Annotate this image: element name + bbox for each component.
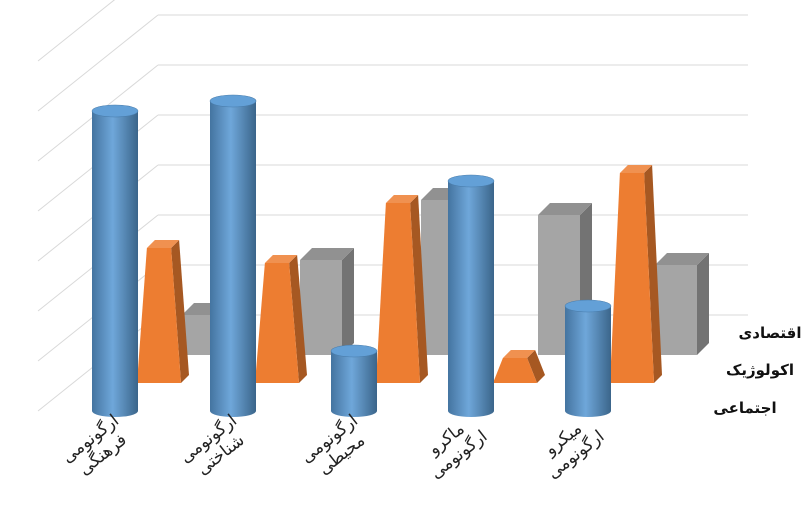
bar-cylinder-1-4: [447, 174, 495, 417]
series-labels: اجتماعی اکولوژیک اقتصادی: [713, 324, 801, 417]
bar-pyramid-2-2: [255, 255, 307, 383]
category-label: میکروارگونومی: [531, 411, 608, 484]
bar-pyramid-2-5: [610, 165, 662, 383]
bar-cylinder-1-1: [91, 104, 139, 417]
bar-box-3-2: [300, 248, 354, 355]
category-label: ارگونومیمحیطی: [297, 410, 375, 483]
category-label: ارگونومیشناختی: [176, 410, 254, 483]
category-labels: ارگونومیفرهنگی ارگونومیشناختی ارگونومیمحیط…: [58, 410, 609, 483]
series-label: اقتصادی: [739, 324, 802, 342]
bar-pyramid-2-3: [376, 195, 428, 383]
series-label: اجتماعی: [713, 399, 776, 417]
category-label: ارگونومیفرهنگی: [58, 410, 136, 483]
bar-pyramid-2-1: [137, 240, 189, 383]
gridline-side: [37, 0, 116, 62]
bar-cylinder-1-2: [209, 94, 257, 417]
bar-pyramid-2-4: [493, 350, 545, 383]
bar-cylinder-1-3: [330, 344, 378, 417]
bar-cylinder-1-5: [564, 299, 612, 417]
category-label: ماکروارگونومی: [414, 411, 491, 484]
bar-box-3-5: [655, 253, 709, 355]
bars: [91, 94, 709, 417]
gridline-side: [37, 14, 159, 112]
series-label: اکولوژیک: [726, 361, 794, 379]
